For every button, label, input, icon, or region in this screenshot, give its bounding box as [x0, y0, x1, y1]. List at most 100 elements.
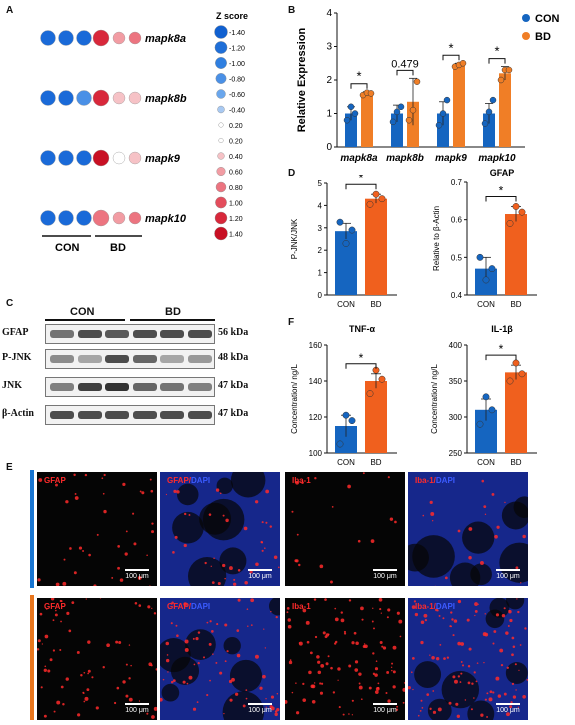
data-point: [351, 110, 359, 117]
red-signal: [332, 691, 336, 694]
red-signal: [426, 693, 430, 696]
red-signal: [146, 712, 149, 715]
red-signal: [261, 549, 264, 552]
zscore-dot: [112, 31, 126, 45]
red-signal: [103, 473, 106, 477]
panel-label-a: A: [6, 5, 14, 16]
zscore-legend-label: -0.60: [229, 92, 245, 99]
scale-bar-label: 100 μm: [373, 707, 397, 714]
red-signal: [276, 693, 279, 695]
x-tick-label: mapk10: [478, 153, 516, 164]
red-signal: [128, 697, 133, 702]
significance-label: *: [448, 40, 453, 55]
red-signal: [274, 712, 278, 717]
red-signal: [91, 676, 94, 679]
zscore-dot: [128, 91, 142, 105]
red-signal: [265, 706, 267, 708]
zscore-dot: [40, 90, 56, 106]
red-signal: [495, 613, 500, 617]
red-signal: [450, 611, 453, 614]
red-signal: [321, 682, 324, 685]
red-signal: [184, 648, 189, 652]
red-signal: [354, 668, 359, 672]
red-signal: [313, 598, 317, 601]
red-signal: [149, 585, 151, 586]
red-signal: [82, 550, 85, 552]
red-signal: [49, 658, 53, 662]
red-signal: [492, 642, 495, 645]
red-signal: [348, 599, 352, 602]
zscore-dot: [76, 210, 92, 226]
red-signal: [468, 527, 473, 531]
red-signal: [510, 701, 513, 704]
blot-row-label: β-Actin: [2, 408, 34, 419]
blot-band: [105, 330, 129, 338]
red-signal: [330, 666, 333, 670]
blot-band: [132, 411, 157, 419]
red-signal: [43, 714, 47, 718]
red-signal: [474, 610, 478, 613]
red-signal: [245, 697, 248, 700]
red-signal: [466, 618, 470, 622]
red-signal: [59, 599, 62, 603]
red-signal: [193, 663, 196, 666]
x-tick-label: CON: [337, 458, 355, 467]
red-signal: [414, 612, 419, 617]
zscore-dot: [40, 210, 56, 226]
data-point: [378, 195, 386, 203]
stain-label-dapi: DAPI: [435, 602, 456, 611]
blot-kda-label: 47 kDa: [218, 380, 249, 391]
red-signal: [477, 603, 479, 605]
red-signal: [134, 601, 138, 605]
red-signal: [314, 635, 318, 639]
red-signal: [444, 576, 448, 580]
red-signal: [424, 619, 428, 622]
red-signal: [287, 618, 291, 622]
red-signal: [375, 660, 378, 662]
red-signal: [245, 689, 248, 691]
blot-strip: [45, 377, 215, 397]
significance-bracket: [345, 363, 377, 369]
red-signal: [76, 650, 80, 654]
red-signal: [102, 666, 105, 669]
blot-band: [105, 355, 129, 363]
red-signal: [277, 566, 280, 569]
red-signal: [63, 558, 66, 561]
red-signal: [358, 685, 363, 690]
scale-bar-label: 100 μm: [373, 573, 397, 580]
fluorescence-texture: [408, 598, 528, 720]
stain-label: GFAP: [44, 476, 66, 485]
red-signal: [357, 539, 361, 543]
gene-label: mapk8b: [145, 93, 187, 105]
zscore-legend-label: 0.20: [229, 123, 243, 130]
red-signal: [151, 522, 154, 525]
red-signal: [374, 667, 379, 671]
red-signal: [325, 633, 330, 637]
red-signal: [347, 484, 351, 489]
scale-bar-label: 100 μm: [125, 573, 149, 580]
legend-marker: [522, 32, 530, 40]
blot-band: [160, 330, 184, 338]
red-signal: [87, 640, 91, 644]
red-signal: [87, 669, 91, 673]
stain-label-red: Iba-1/: [415, 602, 436, 611]
red-signal: [372, 607, 374, 609]
legend-marker: [522, 14, 530, 22]
dark-region: [489, 598, 510, 618]
scale-bar-label: 100 μm: [496, 573, 520, 580]
bd-image-2: GFAP/DAPI 100 μm: [160, 598, 280, 720]
dark-region: [467, 700, 495, 720]
red-signal: [183, 602, 188, 607]
red-signal: [320, 664, 325, 668]
red-signal: [291, 691, 294, 694]
red-signal: [101, 477, 104, 480]
red-signal: [211, 630, 214, 633]
red-signal: [80, 673, 83, 677]
blot-band: [50, 355, 74, 363]
red-signal: [210, 565, 212, 567]
significance-label: *: [499, 342, 504, 356]
bd-group-label: BD: [110, 242, 126, 254]
red-signal: [222, 563, 226, 568]
y-tick-label: 4: [326, 8, 332, 19]
data-point: [347, 103, 355, 111]
